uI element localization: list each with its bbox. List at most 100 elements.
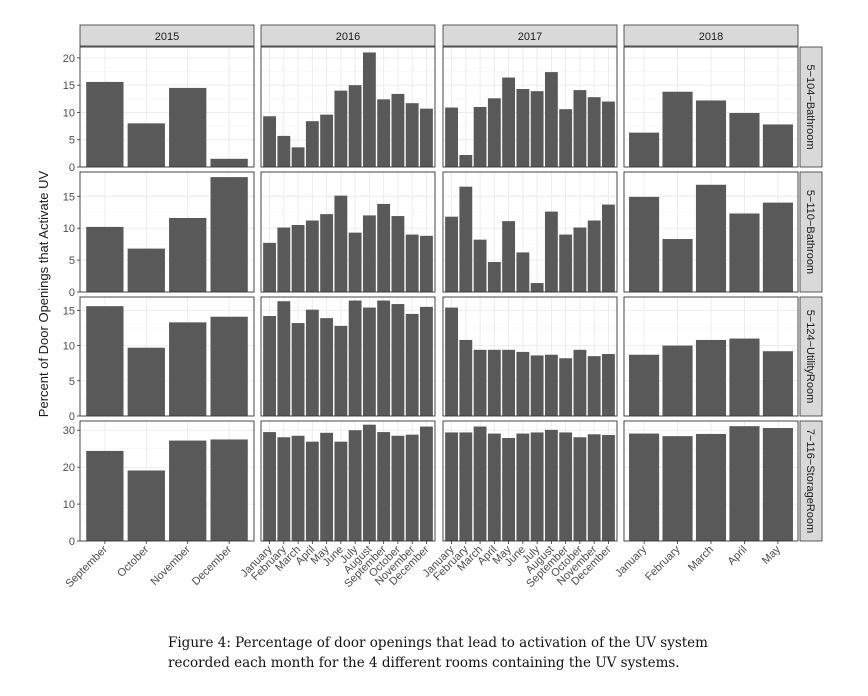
bar-5-104-bathroom-2015-september: [86, 81, 124, 167]
bar-7-116-storageroom-2017-may: [502, 437, 516, 541]
y-tick-label: 10: [63, 107, 75, 119]
bar-5-110-bathroom-2016-october: [391, 216, 405, 292]
bar-7-116-storageroom-2016-november: [405, 434, 419, 541]
panel-border: [79, 420, 255, 542]
bar-5-124-utilityroom-2016-december: [420, 306, 433, 416]
bar-7-116-storageroom-2016-may: [320, 432, 334, 541]
bar-5-104-bathroom-2015-october: [127, 123, 165, 167]
caption-line-2: recorded each month for the 4 different …: [168, 655, 680, 671]
panel-border: [623, 296, 799, 417]
bar-7-116-storageroom-2018-may: [762, 428, 793, 541]
panel-border: [442, 420, 618, 542]
bar-5-110-bathroom-2018-january: [629, 196, 660, 292]
bar-5-110-bathroom-2017-october: [573, 227, 587, 292]
bar-5-110-bathroom-2016-april: [305, 220, 319, 292]
bar-5-104-bathroom-2017-january: [445, 107, 458, 167]
bar-5-124-utilityroom-2017-october: [573, 349, 587, 416]
panel-5-104-bathroom-2017: [442, 46, 618, 168]
bar-5-104-bathroom-2017-march: [473, 107, 487, 167]
panel-border: [79, 171, 255, 293]
bar-5-104-bathroom-2016-january: [263, 116, 276, 167]
bar-5-110-bathroom-2018-march: [695, 184, 727, 292]
x-tick-label-2018-march: March: [686, 544, 716, 574]
bar-5-104-bathroom-2018-april: [729, 113, 760, 167]
bar-5-110-bathroom-2015-september: [86, 226, 124, 292]
y-tick-label: 0: [69, 411, 75, 423]
bar-5-104-bathroom-2016-august: [362, 52, 376, 167]
x-tick-label-2015-november: November: [148, 543, 193, 588]
bar-5-110-bathroom-2015-november: [169, 217, 207, 292]
panel-5-124-utilityroom-2017: [442, 296, 618, 417]
facet-strip-label-7-116-storageroom: 7−116−StorageRoom: [804, 429, 816, 533]
bar-5-124-utilityroom-2018-april: [729, 338, 760, 416]
bar-5-124-utilityroom-2017-april: [487, 349, 501, 416]
x-tick-label-2018-may: May: [760, 543, 784, 567]
bar-7-116-storageroom-2017-january: [445, 432, 458, 541]
panel-7-116-storageroom-2015: [79, 420, 255, 542]
bar-5-124-utilityroom-2017-june: [516, 351, 530, 416]
bar-5-110-bathroom-2017-january: [445, 216, 458, 292]
bar-5-124-utilityroom-2017-march: [473, 349, 487, 416]
panel-5-104-bathroom-2018: [623, 46, 799, 168]
panel-7-116-storageroom-2017: [442, 420, 618, 542]
y-axis-title: Percent of Door Openings that Activate U…: [36, 170, 51, 417]
bar-5-124-utilityroom-2018-february: [662, 345, 693, 416]
y-tick-label: 0: [69, 162, 75, 174]
bar-5-124-utilityroom-2017-july: [530, 355, 544, 416]
bar-7-116-storageroom-2016-february: [277, 437, 291, 541]
bar-5-124-utilityroom-2018-may: [762, 351, 793, 416]
bar-7-116-storageroom-2016-august: [362, 424, 376, 541]
bar-7-116-storageroom-2015-september: [86, 450, 124, 541]
bar-7-116-storageroom-2017-february: [459, 432, 473, 541]
bar-5-110-bathroom-2016-january: [263, 242, 276, 292]
facet-strip-5-104-bathroom: [799, 46, 823, 168]
bar-5-110-bathroom-2016-november: [405, 234, 419, 292]
facet-strip-2018: [623, 24, 799, 47]
bar-5-110-bathroom-2016-may: [320, 214, 334, 292]
panel-border: [442, 46, 618, 168]
bar-5-124-utilityroom-2017-december: [602, 354, 615, 416]
bar-5-110-bathroom-2016-march: [291, 224, 305, 292]
facet-strip-label-2015: 2015: [155, 31, 179, 43]
bar-7-116-storageroom-2018-april: [729, 426, 760, 541]
bar-5-110-bathroom-2017-march: [473, 239, 487, 292]
panel-5-110-bathroom-2016: [260, 171, 436, 293]
bar-7-116-storageroom-2017-march: [473, 426, 487, 541]
panel-border: [260, 296, 436, 417]
bar-5-104-bathroom-2017-may: [502, 77, 516, 167]
bar-5-104-bathroom-2017-june: [516, 89, 530, 167]
facet-strip-2016: [260, 24, 436, 47]
bar-5-124-utilityroom-2015-november: [169, 322, 207, 416]
bar-7-116-storageroom-2015-october: [127, 470, 165, 541]
bar-5-124-utilityroom-2016-september: [377, 300, 391, 416]
bar-5-124-utilityroom-2016-august: [362, 307, 376, 416]
bar-5-124-utilityroom-2015-december: [210, 316, 248, 416]
bar-7-116-storageroom-2017-june: [516, 433, 530, 541]
bar-5-104-bathroom-2016-november: [405, 103, 419, 167]
panel-5-124-utilityroom-2015: [79, 296, 255, 417]
panel-5-104-bathroom-2015: [79, 46, 255, 168]
bar-5-104-bathroom-2016-july: [348, 85, 362, 167]
bar-5-110-bathroom-2018-may: [762, 202, 793, 292]
caption-line-1: Figure 4: Percentage of door openings th…: [168, 635, 708, 651]
y-tick-label: 5: [69, 255, 75, 267]
bar-5-110-bathroom-2016-december: [420, 235, 433, 292]
bar-5-124-utilityroom-2017-november: [587, 356, 601, 416]
panel-7-116-storageroom-2018: [623, 420, 799, 542]
bar-5-124-utilityroom-2015-october: [127, 347, 165, 416]
bar-5-124-utilityroom-2016-january: [263, 316, 276, 416]
bar-7-116-storageroom-2016-april: [305, 441, 319, 541]
bar-5-124-utilityroom-2017-february: [459, 339, 473, 416]
panel-border: [442, 296, 618, 417]
bar-7-116-storageroom-2017-april: [487, 433, 501, 541]
bar-5-124-utilityroom-2016-november: [405, 313, 419, 416]
panel-5-104-bathroom-2016: [260, 46, 436, 168]
bar-5-104-bathroom-2015-november: [169, 87, 207, 167]
bar-5-104-bathroom-2016-march: [291, 147, 305, 167]
bar-7-116-storageroom-2016-january: [263, 432, 276, 541]
panel-5-110-bathroom-2017: [442, 171, 618, 293]
y-tick-label: 10: [63, 223, 75, 235]
bar-7-116-storageroom-2017-november: [587, 434, 601, 541]
facet-strip-5-124-utilityroom: [799, 296, 823, 417]
y-tick-label: 15: [63, 80, 75, 92]
